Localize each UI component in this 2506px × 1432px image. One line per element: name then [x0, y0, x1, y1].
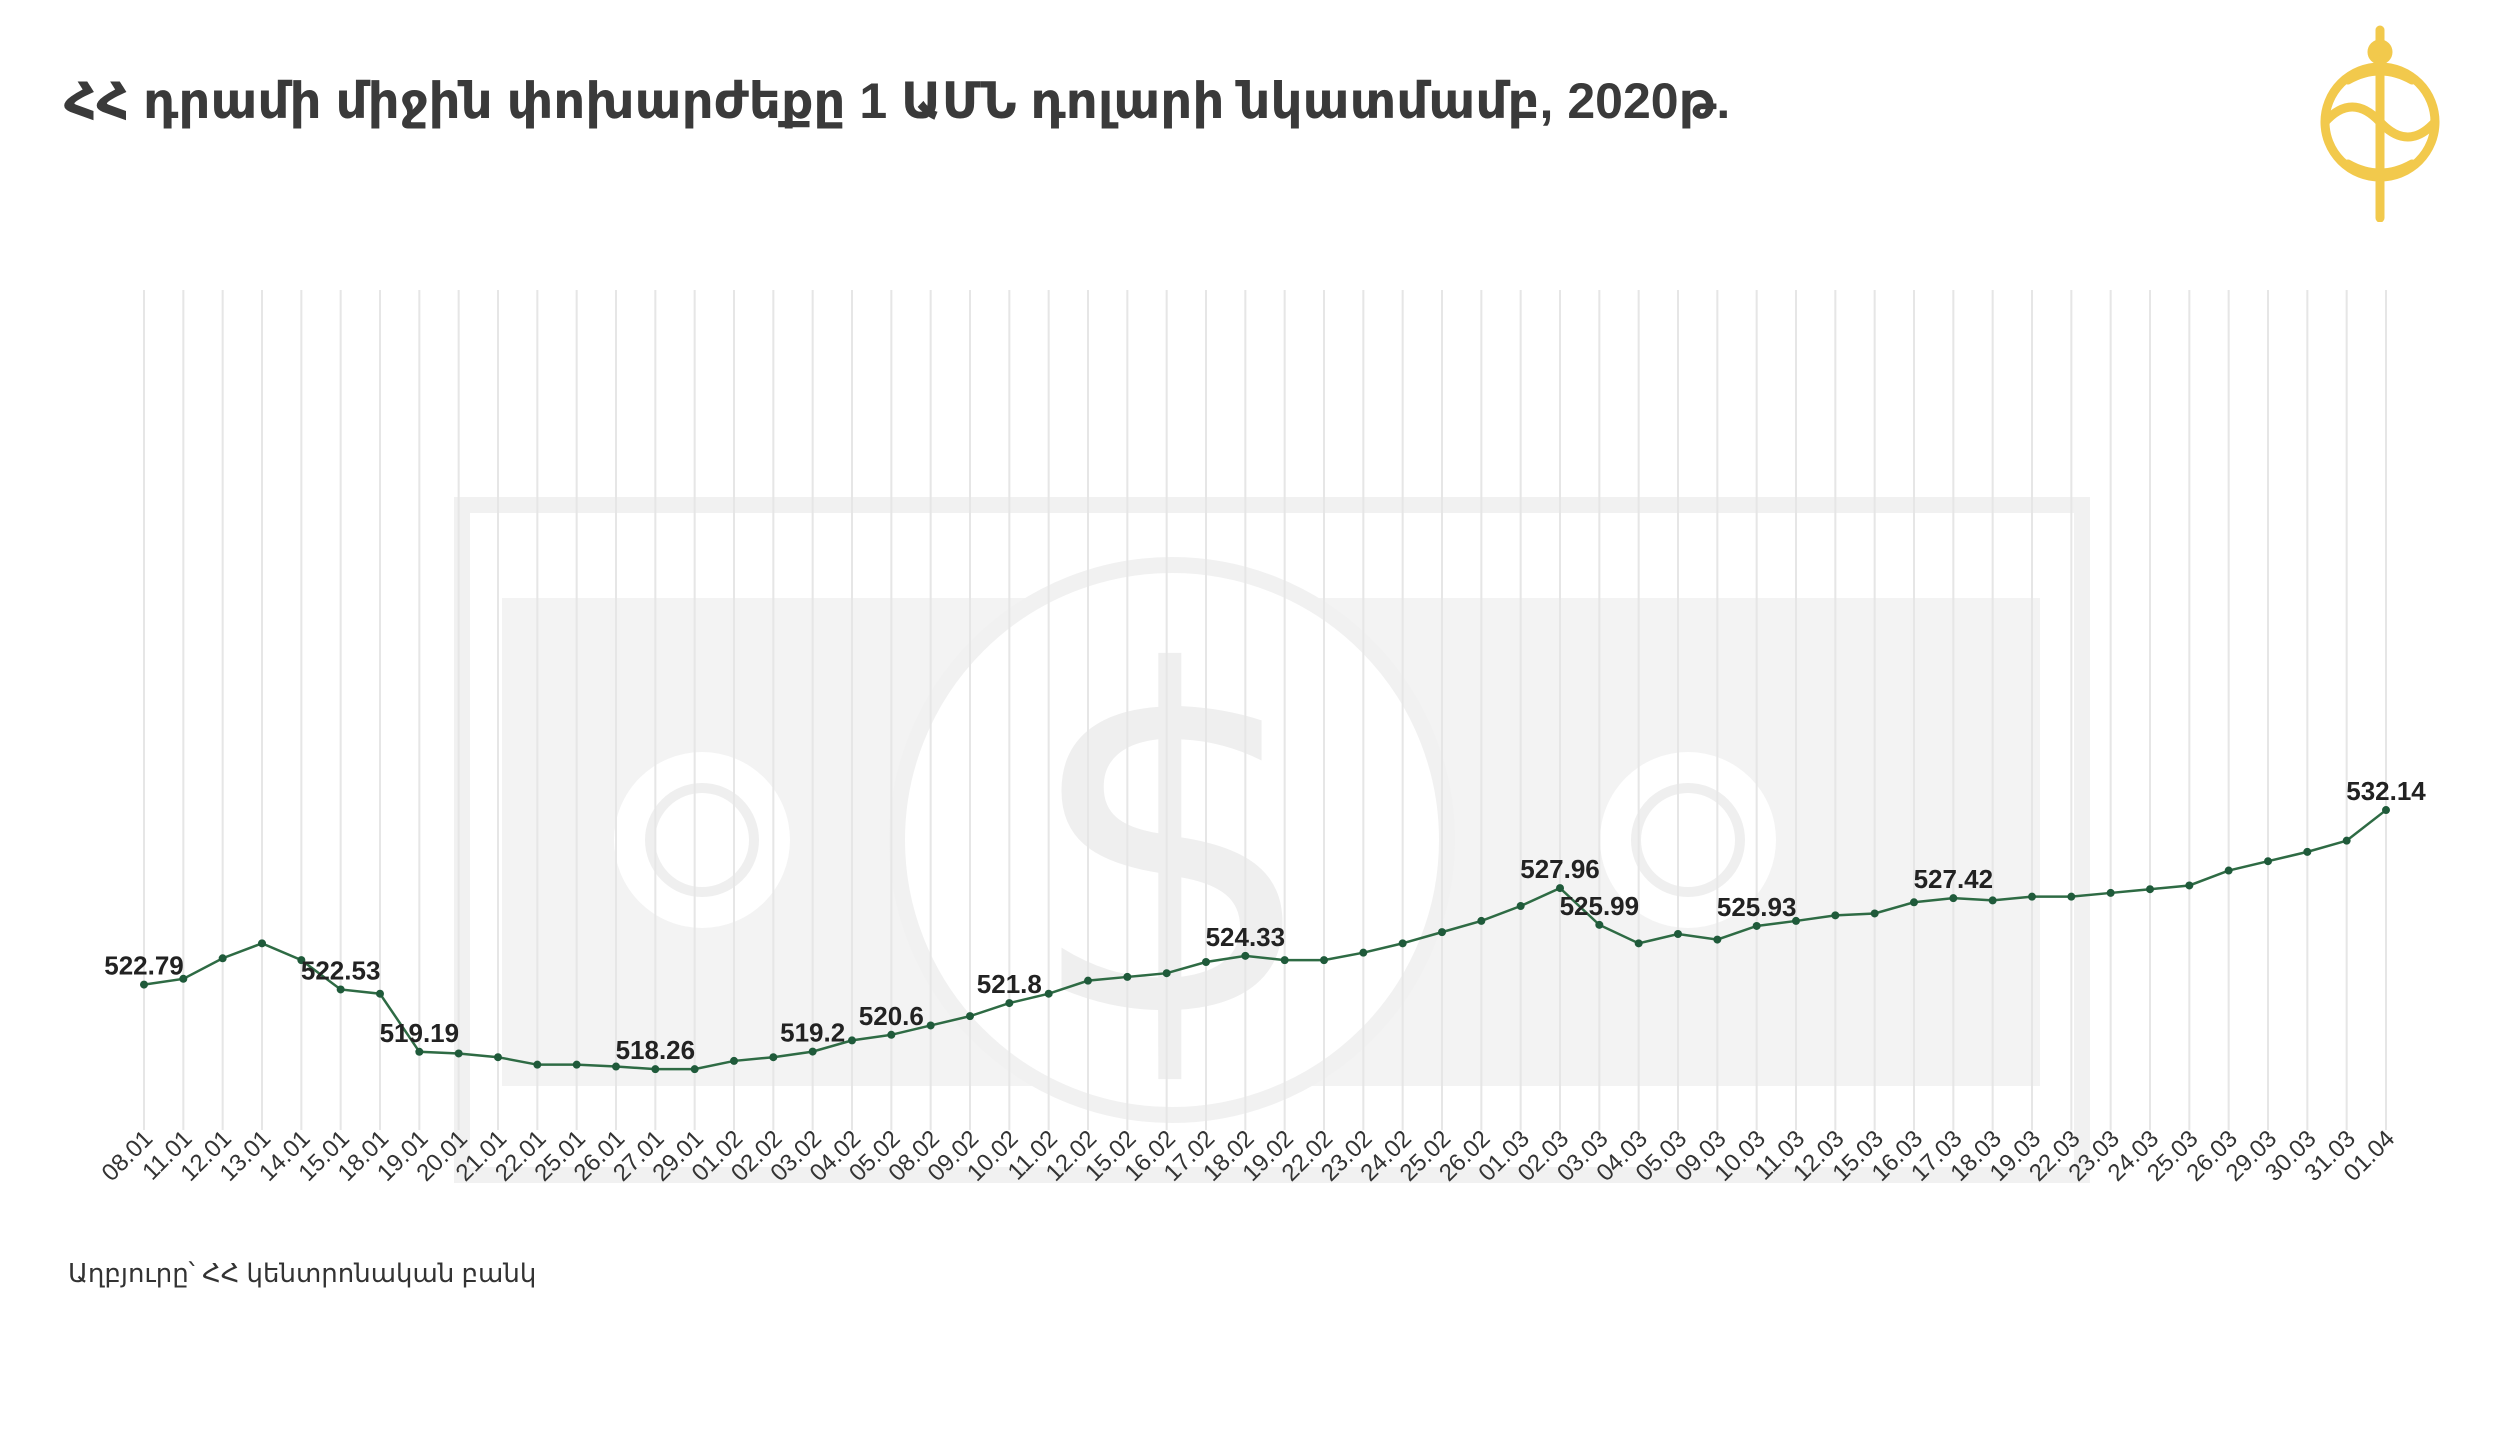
source-note: Աղբյուրը՝ ՀՀ կենտրոնական բանկ: [68, 1258, 537, 1288]
data-label: 525.93: [1717, 892, 1797, 922]
data-labels: 522.79 522.53 519.19 518.26 519.2 520.6 521.8 5…: [104, 776, 2426, 1065]
data-point-22.01: [533, 1060, 542, 1069]
data-point-15.01: [336, 985, 345, 994]
data-point-13.01: [258, 939, 266, 948]
data-point-19.01: [415, 1047, 424, 1056]
series-line: [143, 809, 2387, 1071]
data-label: 525.99: [1560, 891, 1640, 921]
data-point-17.02: [1202, 958, 1210, 966]
data-point-16.02: [1162, 969, 1171, 978]
data-point-04.02: [848, 1036, 856, 1045]
data-label: 521.8: [977, 969, 1042, 999]
data-point-01.02: [730, 1056, 738, 1065]
data-point-27.01: [651, 1065, 660, 1074]
data-points: [140, 806, 2390, 1074]
data-label: 532.14: [2346, 776, 2426, 806]
data-point-12.01: [218, 954, 227, 963]
data-point-22.02: [1320, 956, 1328, 965]
data-label: 519.2: [780, 1018, 845, 1048]
data-point-25.02: [1438, 928, 1446, 937]
data-label: 519.19: [380, 1018, 460, 1048]
data-point-12.02: [1084, 976, 1092, 985]
data-label: 522.53: [301, 955, 381, 985]
data-point-03.02: [808, 1047, 817, 1056]
data-point-12.03: [1831, 911, 1840, 920]
data-point-17.03: [1949, 894, 1958, 903]
data-point-03.03: [1595, 920, 1604, 929]
data-label: 527.42: [1914, 864, 1994, 894]
data-point-16.03: [1910, 898, 1918, 907]
data-point-15.03: [1870, 909, 1879, 918]
data-point-26.02: [1477, 916, 1486, 925]
data-point-26.03: [2224, 866, 2233, 875]
data-point-14.01: [297, 956, 306, 965]
data-point-10.03: [1752, 921, 1761, 930]
data-point-01.03: [1516, 902, 1525, 910]
grid-lines: [143, 290, 2387, 1130]
data-point-08.02: [926, 1021, 935, 1030]
data-point-01.04: [2382, 806, 2390, 815]
data-point-19.03: [2028, 892, 2036, 901]
data-point-21.01: [494, 1053, 502, 1062]
data-point-05.02: [887, 1030, 896, 1039]
data-point-11.03: [1792, 916, 1800, 925]
data-point-30.03: [2303, 847, 2312, 856]
logo-icon: [2320, 25, 2440, 222]
data-point-10.02: [1005, 999, 1014, 1008]
data-label: 527.96: [1520, 854, 1600, 884]
data-point-24.03: [2146, 885, 2154, 894]
data-point-23.02: [1359, 948, 1368, 957]
dollar-bill-watermark: $: [454, 497, 2090, 1183]
data-point-25.03: [2185, 881, 2194, 890]
data-point-04.03: [1634, 939, 1643, 948]
data-label: 518.26: [616, 1035, 696, 1065]
series-line-group: [143, 809, 2387, 1071]
data-point-26.01: [612, 1062, 620, 1071]
data-point-02.02: [769, 1053, 778, 1062]
data-point-22.03: [2067, 892, 2076, 901]
data-point-09.02: [966, 1012, 974, 1021]
data-point-02.03: [1556, 884, 1564, 893]
page-title: ՀՀ դրամի միջին փոխարժեքը 1 ԱՄՆ դոլարի նկ…: [64, 73, 1731, 129]
data-point-15.02: [1123, 972, 1132, 981]
data-point-29.03: [2264, 857, 2272, 866]
data-point-08.01: [140, 980, 148, 989]
data-point-18.02: [1241, 951, 1250, 960]
svg-text:$: $: [1022, 574, 1321, 1121]
data-point-25.01: [572, 1060, 581, 1069]
data-label: 524.33: [1206, 922, 1286, 952]
data-point-05.03: [1674, 930, 1682, 938]
data-point-23.03: [2106, 888, 2115, 897]
data-point-29.01: [690, 1065, 699, 1074]
data-point-09.03: [1713, 935, 1722, 944]
data-point-20.01: [454, 1049, 463, 1058]
data-point-18.03: [1988, 896, 1997, 905]
data-point-24.02: [1398, 939, 1407, 948]
data-point-18.01: [376, 989, 384, 998]
data-point-11.01: [179, 974, 188, 983]
data-point-31.03: [2342, 836, 2351, 845]
data-label: 520.6: [859, 1001, 924, 1031]
data-label: 522.79: [104, 951, 184, 981]
data-point-11.02: [1044, 989, 1053, 998]
data-point-19.02: [1280, 956, 1289, 965]
